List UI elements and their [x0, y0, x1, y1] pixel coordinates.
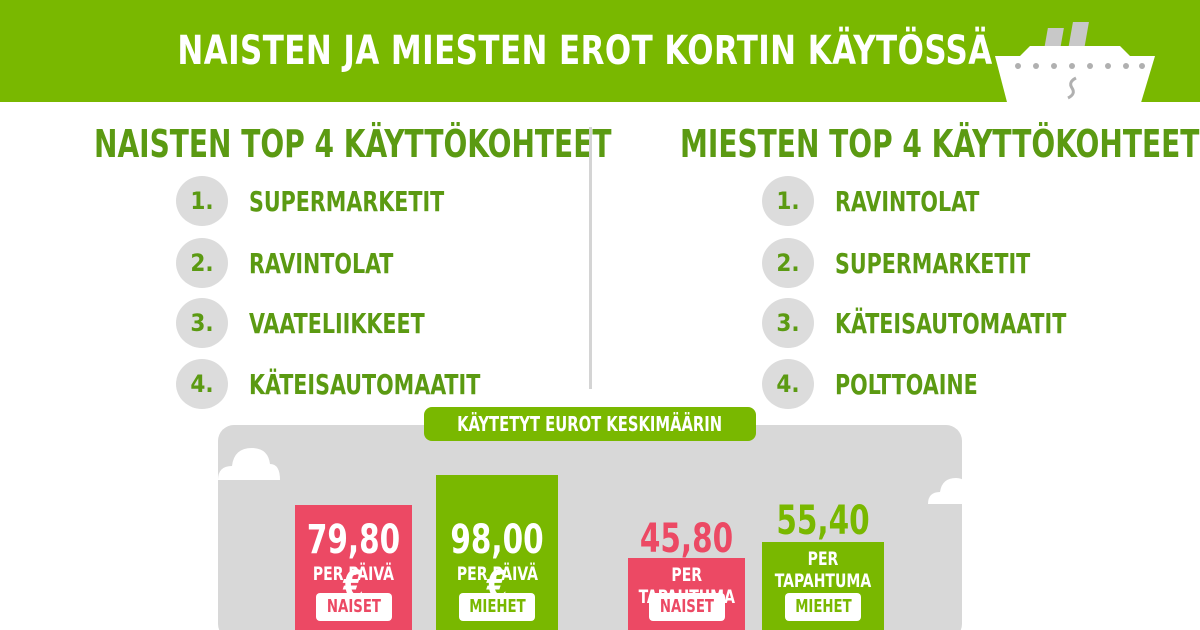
unit-label: PER TAPAHTUMA [774, 548, 872, 592]
rank-badge: 2. [176, 238, 228, 288]
category-label: KÄTEISAUTOMAATIT [249, 368, 481, 401]
gender-tag: MIEHET [785, 593, 861, 621]
header-banner: NAISTEN JA MIESTEN EROT KORTIN KÄYTÖSSÄ [0, 0, 1200, 106]
cloud-icon [928, 478, 970, 504]
rank-badge: 1. [762, 176, 814, 226]
gender-tag: NAISET [316, 593, 392, 621]
column-divider [589, 127, 592, 389]
category-label: RAVINTOLAT [835, 185, 980, 218]
rank-badge: 3. [176, 298, 228, 348]
category-label: SUPERMARKETIT [835, 247, 1031, 280]
women-per-day-bar: 79,80 € PER PÄIVÄ NAISET [295, 505, 412, 630]
men-per-day-bar: 98,00 € PER PÄIVÄ MIEHET [436, 475, 558, 630]
category-label: VAATELIIKKEET [249, 307, 425, 340]
men-per-transaction-value: 55,40 € [776, 498, 870, 590]
men-top4-title: MIESTEN TOP 4 KÄYTTÖKOHTEET [680, 122, 1200, 166]
rank-badge: 1. [176, 176, 228, 226]
unit-label: PER PÄIVÄ [456, 563, 538, 585]
ship-icon [995, 22, 1155, 106]
unit-label: PER PÄIVÄ [312, 563, 395, 585]
rank-badge: 2. [762, 238, 814, 288]
category-label: RAVINTOLAT [249, 247, 394, 280]
men-per-transaction-bar: PER TAPAHTUMA MIEHET [762, 542, 884, 630]
gender-tag: MIEHET [459, 593, 535, 621]
category-label: KÄTEISAUTOMAATIT [835, 307, 1067, 340]
category-label: SUPERMARKETIT [249, 185, 445, 218]
women-per-transaction-bar: PER TAPAHTUMA NAISET [628, 558, 745, 630]
women-top4-title: NAISTEN TOP 4 KÄYTTÖKOHTEET [94, 122, 612, 166]
rank-badge: 4. [176, 359, 228, 409]
page-title: NAISTEN JA MIESTEN EROT KORTIN KÄYTÖSSÄ [177, 28, 993, 74]
gender-tag: NAISET [649, 593, 725, 621]
category-label: POLTTOAINE [835, 368, 978, 401]
rank-badge: 4. [762, 359, 814, 409]
rank-badge: 3. [762, 298, 814, 348]
cloud-icon [218, 448, 280, 480]
spending-title: KÄYTETYT EUROT KESKIMÄÄRIN [424, 407, 756, 441]
